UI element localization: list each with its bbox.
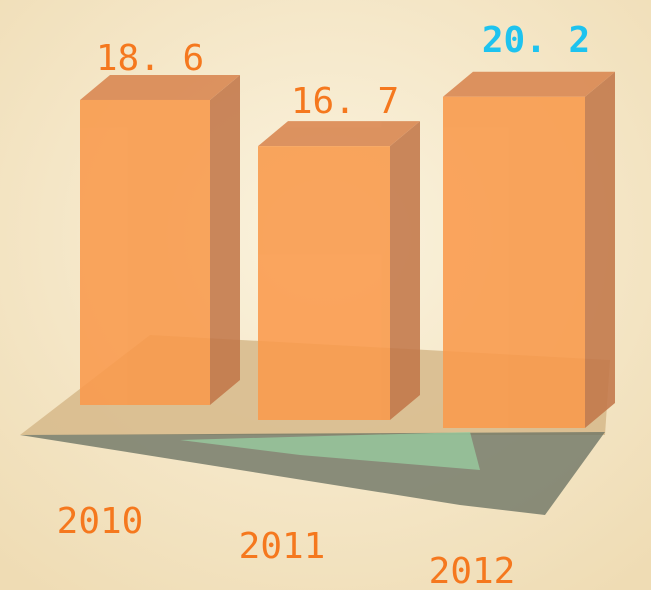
category-label: 2011	[239, 526, 326, 567]
bar	[443, 71, 615, 428]
category-label: 2012	[429, 551, 516, 590]
bar-front	[443, 96, 585, 428]
bar-side	[585, 71, 615, 428]
bar-top	[443, 71, 615, 97]
bar	[80, 74, 240, 406]
bar-front	[258, 146, 390, 420]
bar	[258, 121, 420, 421]
category-label: 2010	[57, 501, 144, 542]
bar-top	[258, 121, 420, 147]
bar-front	[80, 99, 210, 406]
bar-side	[210, 74, 240, 406]
bar-side	[390, 121, 420, 421]
bar-top	[80, 74, 240, 100]
value-label: 18. 6	[96, 38, 204, 79]
floor-reflection	[180, 432, 480, 470]
value-label: 20. 2	[482, 20, 590, 61]
value-label: 16. 7	[291, 81, 399, 122]
